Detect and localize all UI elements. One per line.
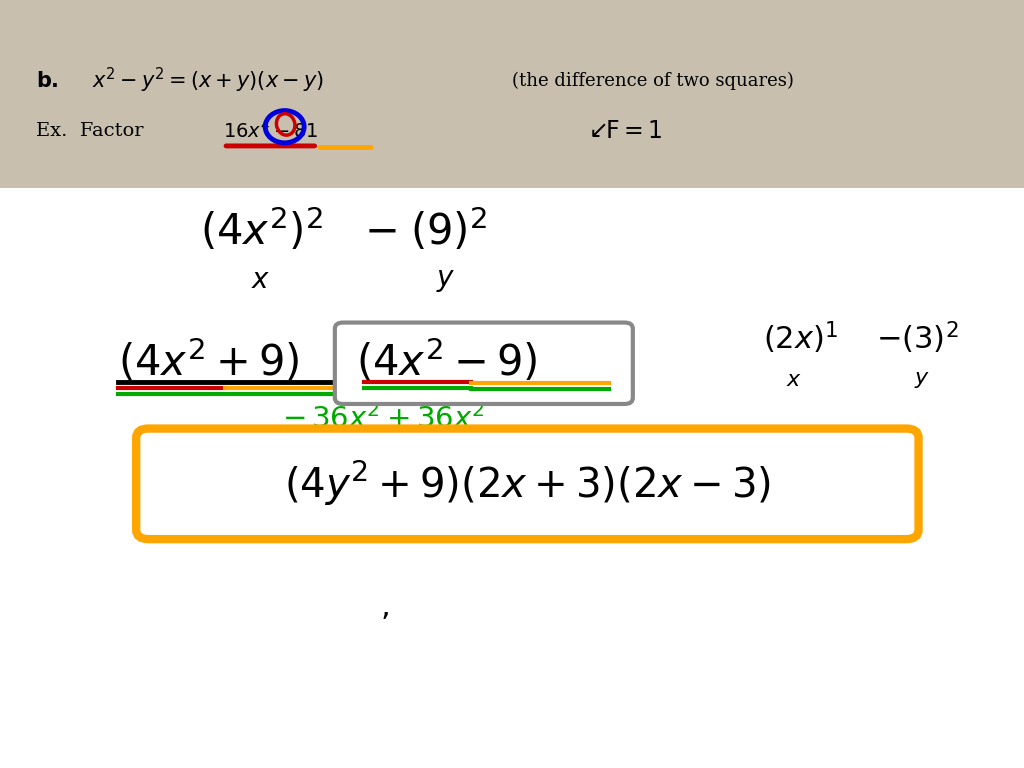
Text: $y$: $y$ [436, 266, 455, 294]
Text: Ex.  Factor: Ex. Factor [36, 121, 143, 140]
Text: $(2x)^1$: $(2x)^1$ [763, 319, 838, 356]
FancyBboxPatch shape [0, 0, 1024, 188]
Text: $x^2-y^2=(x+y)(x-y)$: $x^2-y^2=(x+y)(x-y)$ [92, 66, 324, 95]
Text: $y$: $y$ [913, 370, 930, 390]
Text: $(4x^2+9)$: $(4x^2+9)$ [118, 337, 299, 385]
Text: $(9)^2$: $(9)^2$ [410, 207, 486, 254]
Text: $(4y^2+9)(2x+3)(2x-3)$: $(4y^2+9)(2x+3)(2x-3)$ [284, 459, 771, 508]
Text: (the difference of two squares): (the difference of two squares) [512, 71, 794, 90]
Text: $-(3)^2$: $-(3)^2$ [876, 319, 958, 356]
Text: $\mathbf{b.}$: $\mathbf{b.}$ [36, 71, 58, 91]
FancyBboxPatch shape [335, 323, 633, 404]
Text: $x$: $x$ [785, 370, 802, 390]
FancyBboxPatch shape [136, 429, 919, 539]
FancyBboxPatch shape [0, 188, 1024, 768]
Text: $16x^4-81$: $16x^4-81$ [223, 120, 318, 141]
Text: $,$: $,$ [380, 592, 388, 621]
Text: $-$: $-$ [364, 210, 396, 251]
Text: $\swarrow\!\!\mathsf{F=1}$: $\swarrow\!\!\mathsf{F=1}$ [584, 118, 663, 143]
Text: $-\,36x^2+36x^2$: $-\,36x^2+36x^2$ [282, 404, 484, 433]
Text: $(4x^2)^2$: $(4x^2)^2$ [200, 207, 323, 254]
Text: $x$: $x$ [252, 266, 270, 294]
Text: $(4x^2-9)$: $(4x^2-9)$ [356, 337, 538, 385]
